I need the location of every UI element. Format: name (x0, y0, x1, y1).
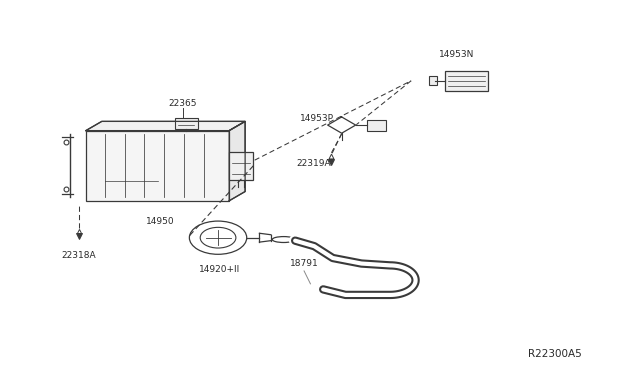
Text: 14953N: 14953N (438, 49, 474, 58)
Text: 14953P: 14953P (300, 114, 334, 123)
Text: 22319A: 22319A (296, 159, 331, 169)
Polygon shape (86, 121, 245, 131)
Bar (429, 76, 437, 85)
Text: 14950: 14950 (147, 217, 175, 225)
Bar (229, 152, 253, 180)
Bar (367, 119, 387, 131)
Text: 18791: 18791 (290, 259, 319, 268)
Polygon shape (229, 121, 245, 201)
Text: 22318A: 22318A (61, 251, 96, 260)
Text: 22365: 22365 (169, 99, 197, 108)
Bar (175, 118, 198, 129)
Bar (86, 131, 229, 201)
Text: 14920+ΙΙ: 14920+ΙΙ (198, 264, 240, 273)
Bar (445, 71, 488, 91)
Text: R22300A5: R22300A5 (527, 349, 581, 359)
